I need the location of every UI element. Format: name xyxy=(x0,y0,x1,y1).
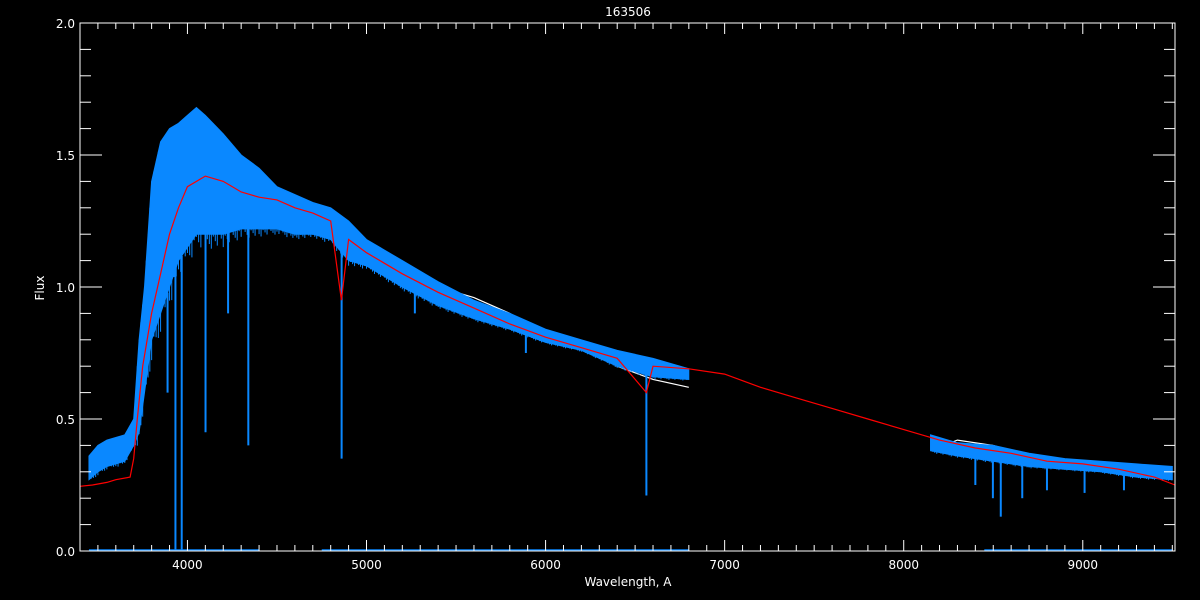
x-tick-label: 6000 xyxy=(530,558,561,572)
x-axis-label: Wavelength, A xyxy=(584,575,672,589)
axes: 4000 5000 6000 7000 8000 9000 0.0 0.5 1.0 1.5 2.0 xyxy=(56,17,1176,572)
y-tick-label: 1.0 xyxy=(56,281,75,295)
x-tick-label: 7000 xyxy=(709,558,740,572)
y-axis-label: Flux xyxy=(33,276,47,301)
y-tick-label: 0.0 xyxy=(56,545,75,559)
x-tick-label: 4000 xyxy=(172,558,203,572)
y-tick-label: 2.0 xyxy=(56,17,75,31)
y-tick-label: 1.5 xyxy=(56,149,75,163)
plot-area xyxy=(79,106,1176,551)
axes-frame xyxy=(79,22,1176,552)
y-tick-label: 0.5 xyxy=(56,413,75,427)
x-tick-label: 9000 xyxy=(1068,558,1099,572)
model-spectrum-line xyxy=(79,175,1176,487)
chart-title: 163506 xyxy=(605,5,651,19)
x-tick-label: 5000 xyxy=(351,558,382,572)
x-tick-label: 8000 xyxy=(888,558,919,572)
